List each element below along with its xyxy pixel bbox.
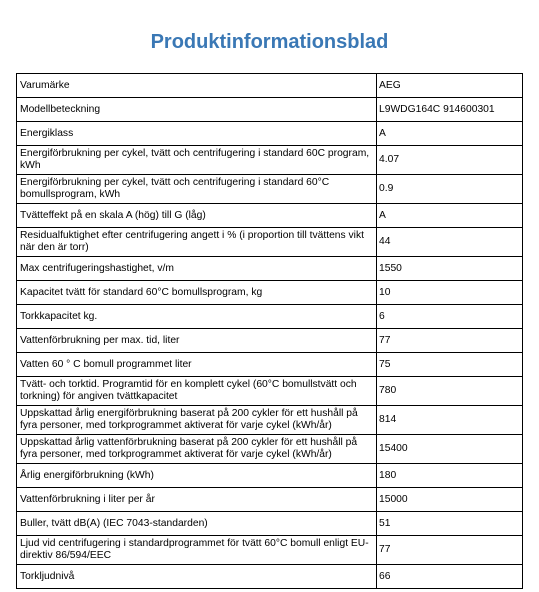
table-row: Energiförbrukning per cykel, tvätt och c…	[16, 174, 523, 204]
table-row: Ljud vid centrifugering i standardprogra…	[16, 535, 523, 565]
property-label: Ljud vid centrifugering i standardprogra…	[16, 535, 377, 565]
property-value: 15400	[376, 434, 523, 464]
title: Produktinformationsblad	[150, 31, 389, 53]
property-label: Energiförbrukning per cykel, tvätt och c…	[16, 145, 377, 175]
property-label: Energiförbrukning per cykel, tvätt och c…	[16, 174, 377, 204]
property-value: AEG	[376, 73, 523, 98]
table-row: Tvätteffekt på en skala A (hög) till G (…	[16, 203, 523, 228]
property-label: Vattenförbrukning i liter per år	[16, 487, 377, 512]
table-row: Buller, tvätt dB(A) (IEC 7043-standarden…	[16, 511, 523, 536]
table-row: Varumärke AEG	[16, 73, 523, 98]
property-label: Residualfuktighet efter centrifugering a…	[16, 227, 377, 257]
property-label: Max centrifugeringshastighet, v/m	[16, 256, 377, 281]
table-row: Vattenförbrukning i liter per år 15000	[16, 487, 523, 512]
property-value: 4.07	[376, 145, 523, 175]
property-label: Torkkapacitet kg.	[16, 304, 377, 329]
table-row: Årlig energiförbrukning (kWh) 180	[16, 463, 523, 488]
property-label: Modellbeteckning	[16, 97, 377, 122]
property-value: 10	[376, 280, 523, 305]
property-value: 75	[376, 352, 523, 377]
property-value: L9WDG164C 914600301	[376, 97, 523, 122]
table-row: Vattenförbrukning per max. tid, liter 77	[16, 328, 523, 353]
property-value: 51	[376, 511, 523, 536]
table-row: Torkkapacitet kg. 6	[16, 304, 523, 329]
property-value: 780	[376, 376, 523, 406]
table-row: Max centrifugeringshastighet, v/m 1550	[16, 256, 523, 281]
property-label: Uppskattad årlig energiförbrukning baser…	[16, 405, 377, 435]
property-label: Vatten 60 ° C bomull programmet liter	[16, 352, 377, 377]
table-row: Uppskattad årlig energiförbrukning baser…	[16, 405, 523, 435]
table-row: Energiklass A	[16, 121, 523, 146]
table-row: Uppskattad årlig vattenförbrukning baser…	[16, 434, 523, 464]
property-label: Buller, tvätt dB(A) (IEC 7043-standarden…	[16, 511, 377, 536]
property-value: 44	[376, 227, 523, 257]
property-value: 77	[376, 328, 523, 353]
property-label: Varumärke	[16, 73, 377, 98]
table-row: Energiförbrukning per cykel, tvätt och c…	[16, 145, 523, 175]
table-row: Torkljudnivå 66	[16, 564, 523, 589]
property-value: 66	[376, 564, 523, 589]
product-table: Varumärke AEG Modellbeteckning L9WDG164C 91…	[16, 73, 523, 589]
property-label: Energiklass	[16, 121, 377, 146]
table-row: Vatten 60 ° C bomull programmet liter 75	[16, 352, 523, 377]
property-label: Vattenförbrukning per max. tid, liter	[16, 328, 377, 353]
property-label: Tvätteffekt på en skala A (hög) till G (…	[16, 203, 377, 228]
property-value: 814	[376, 405, 523, 435]
property-value: 180	[376, 463, 523, 488]
property-value: 0.9	[376, 174, 523, 204]
table-row: Tvätt- och torktid. Programtid för en ko…	[16, 376, 523, 406]
property-value: A	[376, 203, 523, 228]
table-row: Modellbeteckning L9WDG164C 914600301	[16, 97, 523, 122]
property-label: Årlig energiförbrukning (kWh)	[16, 463, 377, 488]
table-row: Residualfuktighet efter centrifugering a…	[16, 227, 523, 257]
property-value: A	[376, 121, 523, 146]
property-value: 1550	[376, 256, 523, 281]
property-label: Torkljudnivå	[16, 564, 377, 589]
property-label: Tvätt- och torktid. Programtid för en ko…	[16, 376, 377, 406]
property-label: Uppskattad årlig vattenförbrukning baser…	[16, 434, 377, 464]
property-label: Kapacitet tvätt för standard 60°C bomull…	[16, 280, 377, 305]
table-row: Kapacitet tvätt för standard 60°C bomull…	[16, 280, 523, 305]
property-value: 6	[376, 304, 523, 329]
property-value: 15000	[376, 487, 523, 512]
property-value: 77	[376, 535, 523, 565]
